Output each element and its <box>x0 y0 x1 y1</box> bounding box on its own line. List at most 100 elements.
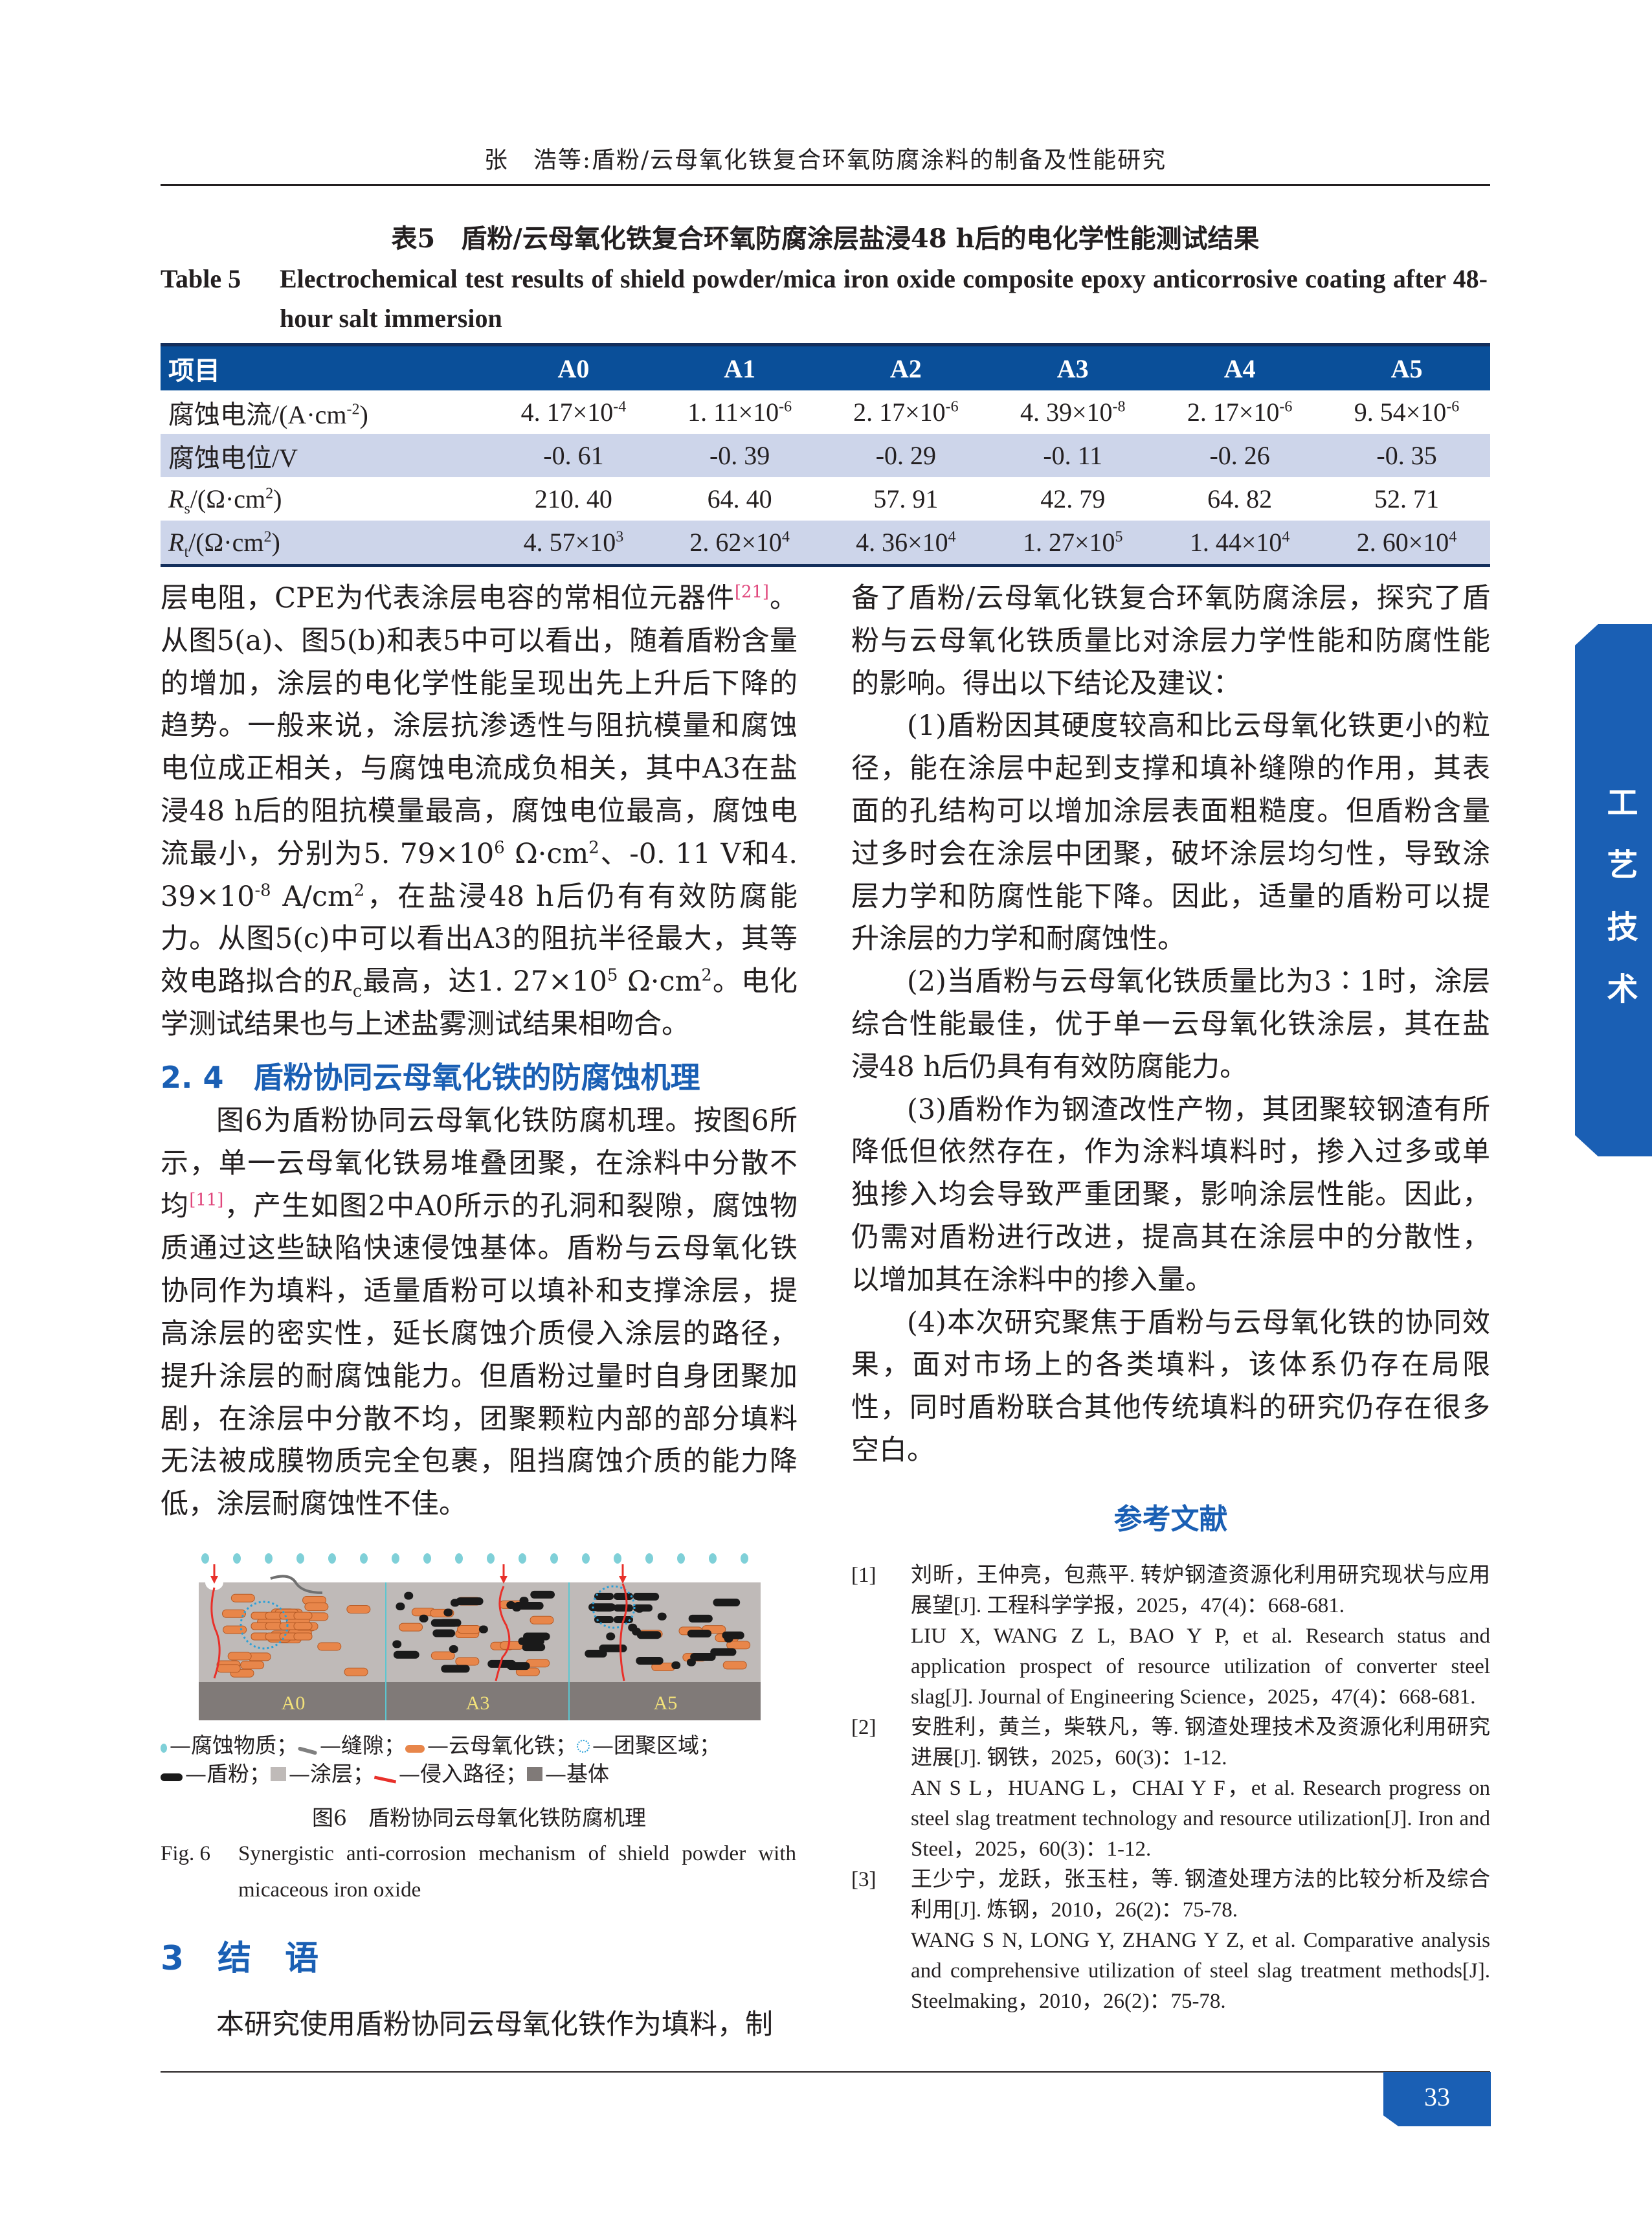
shield-powder-particle <box>450 1599 460 1607</box>
table-cell: 52. 71 <box>1323 477 1490 521</box>
section-2-4-heading: 2. 4 盾粉协同云母氧化铁的防腐蚀机理 <box>161 1060 700 1095</box>
cell-mantissa: 42. 79 <box>1040 484 1106 513</box>
corrosive-drop-icon <box>741 1553 748 1564</box>
panel-label: A5 <box>654 1692 678 1714</box>
table-header-cell: A3 <box>989 343 1157 390</box>
table-cell: 4. 39×10-8 <box>989 390 1156 434</box>
table-cell: 2. 60×104 <box>1323 521 1490 567</box>
table-header-cell: A2 <box>822 343 990 390</box>
corrosive-drop-icon <box>360 1553 368 1564</box>
row-label-sup: -2 <box>346 401 360 418</box>
table-cell: 9. 54×10-6 <box>1323 390 1490 434</box>
figure-6-caption-en: Fig. 6 Synergistic anti-corrosion mechani… <box>161 1836 798 1908</box>
arrow-icon <box>210 1576 218 1584</box>
reference-number: [3] <box>851 1868 876 1891</box>
shield-powder-icon <box>161 1761 183 1786</box>
arrow-icon <box>500 1576 508 1584</box>
legend-label: —云母氧化铁； <box>427 1733 577 1758</box>
cell-mantissa: 2. 60×10 <box>1356 528 1449 557</box>
shield-powder-particle <box>614 1604 633 1612</box>
side-tab-char: 技 <box>1607 909 1638 945</box>
intrusion-path <box>210 1587 221 1679</box>
cell-mantissa: 4. 39×10 <box>1020 398 1113 427</box>
shield-powder-particle <box>393 1650 419 1659</box>
reference-item: [3] 王少宁，龙跃，张玉柱，等. 钢渣处理方法的比较分析及综合利用[J]. 炼钢… <box>851 1865 1490 2017</box>
reference-en: AN S L，HUANG L，CHAI Y F，et al. Research … <box>911 1777 1490 1861</box>
shield-powder-particle <box>688 1614 713 1623</box>
cell-mantissa: -0. 61 <box>543 441 604 470</box>
section-2-4-body: 图6为盾粉协同云母氧化铁防腐机理。按图6所示，单一云母氧化铁易堆叠团聚，在涂料中… <box>161 1100 798 1526</box>
side-tab-char: 术 <box>1607 971 1638 1007</box>
running-head: 张 浩等:盾粉/云母氧化铁复合环氧防腐涂料的制备及性能研究 <box>484 147 1167 174</box>
text-run: 层电阻，CPE为代表涂层电容的常相位元器件 <box>161 582 735 614</box>
shield-powder-particle <box>614 1593 633 1600</box>
text-run: R <box>331 965 353 998</box>
corrosive-drop-icon <box>392 1553 399 1564</box>
corrosive-drop-icon <box>455 1553 463 1564</box>
table-caption-en-label: Table 5 <box>161 264 241 293</box>
cell-mantissa: 52. 71 <box>1374 484 1440 513</box>
superscript: 2 <box>353 881 365 901</box>
footer-rule <box>161 2071 1490 2073</box>
text-run: ，产生如图2中A0所示的孔洞和裂隙，腐蚀物质通过这些缺陷快速侵蚀基体。盾粉与云母… <box>161 1189 798 1521</box>
cell-mantissa: 1. 27×10 <box>1022 528 1115 557</box>
table-cell: 1. 27×105 <box>989 521 1157 567</box>
conclusion-item: (2)当盾粉与云母氧化铁质量比为3∶1时，涂层综合性能最佳，优于单一云母氧化铁涂… <box>851 965 1490 1083</box>
superscript: 5 <box>607 965 618 985</box>
table-cell: -0. 11 <box>989 434 1157 477</box>
shield-powder-particle <box>633 1604 653 1612</box>
text-run: ，在盐浸48 h后仍有有效防腐能力。从图5(c)中可以看出A3的阻抗半径最大，其… <box>161 880 798 998</box>
cell-mantissa: 4. 36×10 <box>856 528 948 557</box>
table-cell: 4. 17×10-4 <box>490 390 657 434</box>
shield-powder-particle <box>713 1599 741 1607</box>
row-label-unit: /(Ω·cm <box>190 484 266 513</box>
table-cell: 1. 44×104 <box>1156 521 1324 567</box>
table-cell: 4. 36×104 <box>822 521 990 567</box>
table-cell: -0. 61 <box>489 434 657 477</box>
section-3-heading: 3 结 语 <box>161 1939 319 1978</box>
agglomeration-icon <box>577 1733 590 1758</box>
cell-mantissa: 4. 57×10 <box>523 528 616 557</box>
shield-powder-particle <box>530 1590 555 1599</box>
arrow-icon <box>619 1576 627 1584</box>
side-tab-char: 艺 <box>1607 847 1638 883</box>
table-cell: 4. 57×103 <box>489 521 657 567</box>
cell-mantissa: -0. 35 <box>1376 441 1437 470</box>
corrosive-drop-icon <box>677 1553 685 1564</box>
mica-iron-oxide-flake <box>317 1642 342 1651</box>
table-cell: -0. 35 <box>1323 434 1490 477</box>
cell-mantissa: 2. 17×10 <box>1187 398 1280 427</box>
reference-item: [1] 刘昕，王仲亮，包燕平. 转炉钢渣资源化利用研究现状与应用展望[J]. 工程… <box>851 1560 1490 1713</box>
citation: [21] <box>734 582 769 602</box>
text-run: 最高，达1. 27×10 <box>362 965 607 998</box>
crack-gap <box>270 1575 323 1594</box>
mica-iron-oxide-flake <box>227 1652 252 1661</box>
superscript: 2 <box>701 965 712 985</box>
row-label-tail: ) <box>271 528 280 557</box>
table-cell: 1. 11×10-6 <box>657 390 823 434</box>
corrosive-drop-icon <box>201 1553 209 1564</box>
mica-iron-oxide-flake <box>240 1661 265 1670</box>
shield-powder-particle <box>522 1643 546 1652</box>
text-run: 图6为盾粉协同云母氧化铁防腐机理。按图6所示，单一云母氧化铁易堆叠团聚，在涂料中… <box>161 1105 798 1222</box>
reference-cn: 刘昕，王仲亮，包燕平. 转炉钢渣资源化利用研究现状与应用展望[J]. 工程科学学… <box>911 1564 1490 1617</box>
table-cell: 64. 82 <box>1156 477 1323 521</box>
right-column-body: 备了盾粉/云母氧化铁复合环氧防腐涂层，探究了盾粉与云母氧化铁质量比对涂层力学性能… <box>851 578 1490 1472</box>
agglomeration-region-icon <box>240 1601 289 1650</box>
cell-exponent: 4 <box>781 528 790 546</box>
row-label: Rt/(Ω·cm2) <box>161 521 490 567</box>
cell-mantissa: 64. 82 <box>1207 484 1273 513</box>
page-number: 33 <box>1383 2072 1491 2126</box>
legend-label: —侵入路径； <box>399 1761 527 1786</box>
table-cell: 2. 17×10-6 <box>1156 390 1323 434</box>
superscript: 2 <box>588 838 599 858</box>
side-tab-char: 工 <box>1607 785 1638 821</box>
row-label-unit: /(Ω·cm <box>188 528 264 557</box>
row-label-text: 腐蚀电流/(A·cm <box>168 399 347 429</box>
shield-powder-particle <box>478 1625 488 1634</box>
mica-iron-oxide-flake <box>223 1625 247 1634</box>
cell-mantissa: 210. 40 <box>534 484 612 513</box>
mica-iron-oxide-flake <box>293 1622 313 1630</box>
text-run: 。电化学测试结果也与上述盐雾测试结果相吻合。 <box>161 965 798 1040</box>
section-3-body: 本研究使用盾粉协同云母氧化铁作为填料，制 <box>161 2004 798 2047</box>
